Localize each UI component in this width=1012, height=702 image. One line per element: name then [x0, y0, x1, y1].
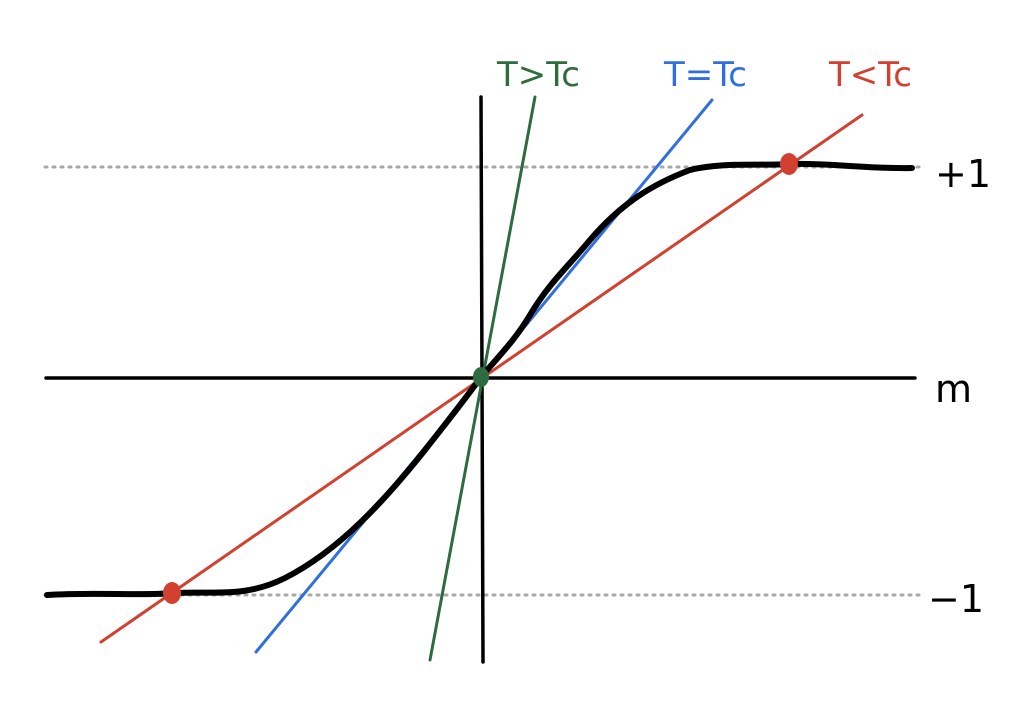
- label-t-greater-tc: T>Tc: [496, 55, 580, 95]
- axis-label-m: m: [935, 367, 972, 411]
- label-t-less-tc: T<Tc: [828, 55, 912, 95]
- label-t-equal-tc: T=Tc: [663, 55, 747, 95]
- lower-level-label: −1: [928, 577, 984, 621]
- upper-level-label: +1: [935, 152, 991, 196]
- origin-point: [473, 367, 489, 387]
- magnetization-curve: [44, 160, 915, 598]
- intersection-point-right: [780, 153, 798, 175]
- intersection-point-left: [163, 582, 181, 604]
